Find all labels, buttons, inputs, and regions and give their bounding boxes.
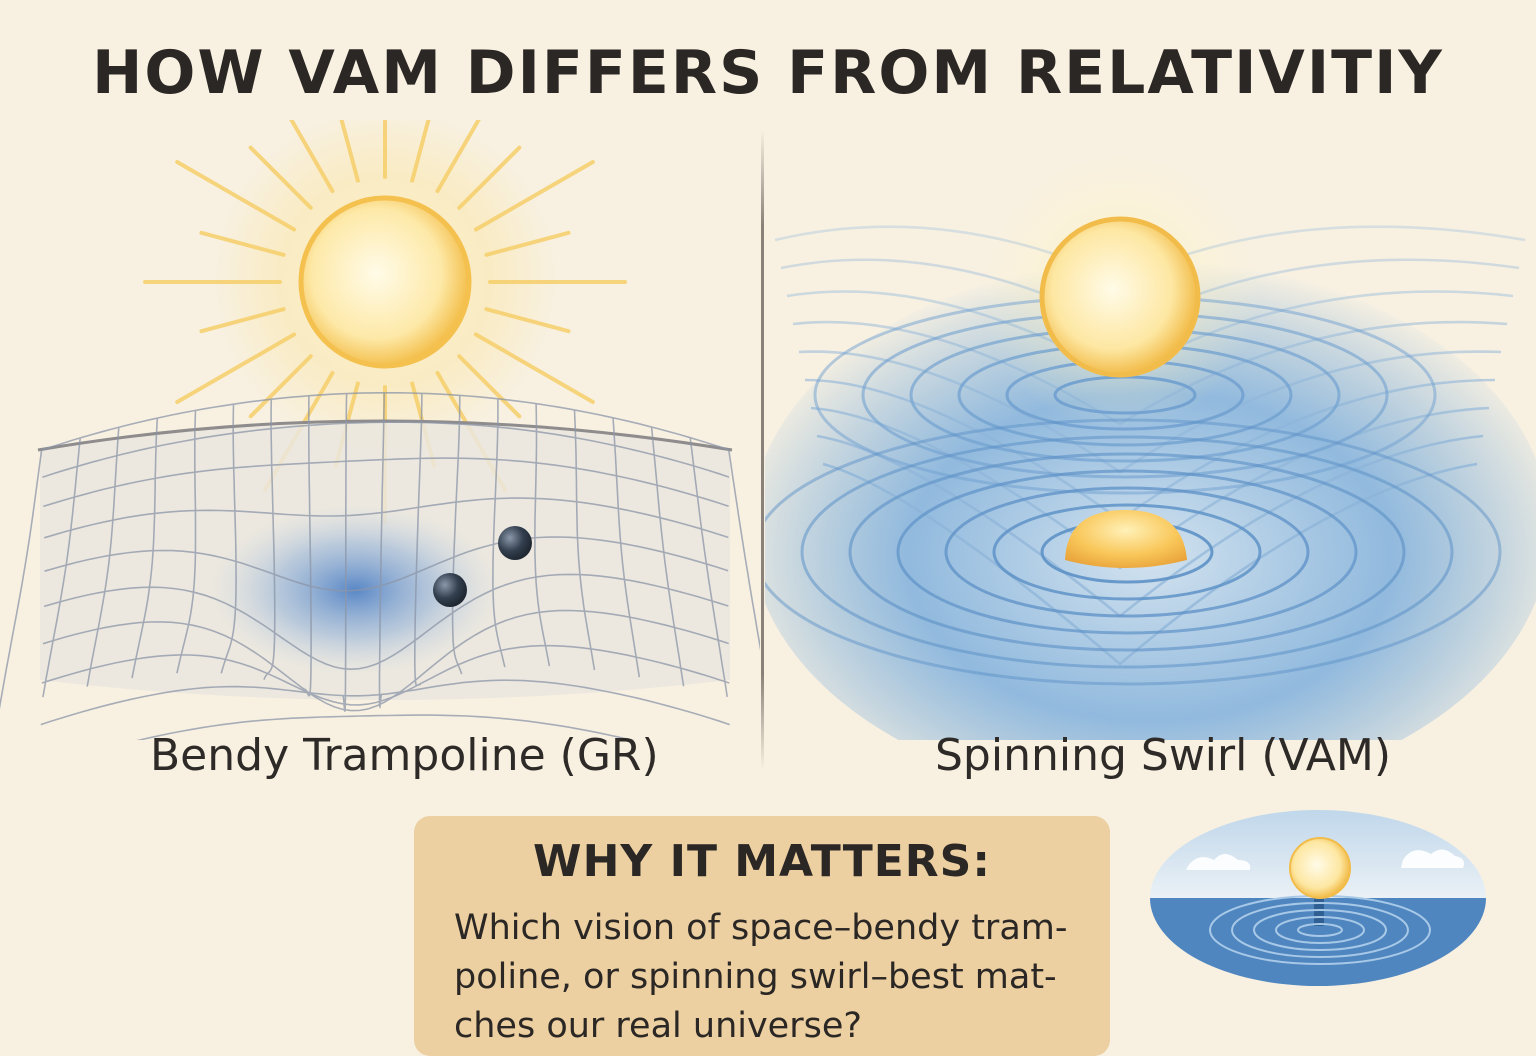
grid-line	[304, 395, 312, 697]
sun	[1039, 216, 1201, 378]
callout-body: Which vision of space–bendy tram- poline…	[454, 904, 1094, 1051]
vortex-ring	[800, 435, 1454, 669]
sun	[298, 195, 472, 369]
callout-line: Which vision of space–bendy tram-	[454, 908, 1068, 948]
grid-line	[40, 679, 730, 726]
sun-ray	[175, 160, 297, 232]
ripple	[1297, 923, 1343, 937]
grid-line	[0, 449, 43, 710]
spacetime-grid	[0, 392, 760, 740]
grid-line	[136, 714, 635, 740]
caption-spinning-swirl: Spinning Swirl (VAM)	[935, 730, 1392, 781]
planet-ball	[433, 573, 467, 607]
grid-line	[263, 399, 276, 681]
sun-ray	[457, 354, 522, 419]
sun-stem	[1314, 898, 1324, 926]
ripple	[1253, 909, 1387, 951]
why-it-matters-box: WHY IT MATTERS: Which vision of space–be…	[414, 816, 1110, 1056]
grid-line	[342, 393, 348, 712]
grid-line	[612, 417, 641, 678]
sun	[1289, 837, 1351, 899]
sun-ray	[248, 354, 313, 419]
grid-line	[650, 426, 685, 687]
sun-ray	[457, 145, 522, 210]
callout-line: poline, or spinning swirl–best mat-	[454, 957, 1057, 997]
grid-line	[176, 410, 197, 674]
grid-line	[414, 393, 423, 687]
vortex-ring	[944, 486, 1310, 618]
cloud	[1186, 854, 1251, 870]
glowing-dome	[1065, 510, 1187, 568]
planet-ball	[498, 526, 532, 560]
sun-ray	[410, 120, 431, 183]
grid-line	[378, 392, 385, 709]
swirl-illustration	[765, 150, 1536, 740]
trampoline-illustration	[0, 120, 760, 740]
page-title: HOW VAM DIFFERS FROM RELATIVITIY	[92, 38, 1444, 108]
callout-line: ches our real universe?	[454, 1006, 862, 1046]
ripple	[1231, 902, 1409, 958]
sun-ray	[199, 307, 286, 334]
sun-ray	[435, 120, 481, 194]
grid-line	[42, 437, 81, 698]
trampoline-edge	[37, 419, 733, 452]
flow-line	[792, 320, 1508, 426]
sun-ray	[484, 230, 571, 257]
sun-ray	[175, 332, 297, 404]
vortex-rings-lower	[765, 418, 1502, 686]
grid-line	[131, 418, 159, 679]
ripple	[1275, 916, 1365, 944]
grid-line	[689, 437, 728, 698]
sun-ray	[484, 307, 571, 334]
panel-divider	[761, 130, 764, 770]
callout-heading: WHY IT MATTERS:	[533, 836, 991, 887]
sun-ray	[199, 230, 286, 257]
grid-line	[451, 395, 463, 675]
grid-line	[727, 449, 760, 651]
caption-bendy-trampoline: Bendy Trampoline (GR)	[150, 730, 659, 781]
sun-ray	[339, 120, 360, 183]
sun-ray	[473, 332, 595, 404]
sun-over-water-illustration	[1150, 810, 1486, 986]
sun-ray	[248, 145, 313, 210]
grid-line	[534, 403, 551, 667]
vortex-ring	[896, 469, 1358, 635]
grid-line	[573, 409, 596, 671]
grid-line	[492, 398, 506, 668]
sun-ray	[473, 160, 595, 232]
flow-line	[822, 462, 1478, 666]
vortex-ring	[765, 418, 1502, 686]
sun-ray	[289, 120, 335, 194]
grid-line	[220, 404, 237, 674]
vortex-ring	[992, 503, 1262, 601]
cloud	[1401, 849, 1464, 868]
grid-line	[86, 427, 120, 687]
vortex-ring	[848, 452, 1406, 652]
